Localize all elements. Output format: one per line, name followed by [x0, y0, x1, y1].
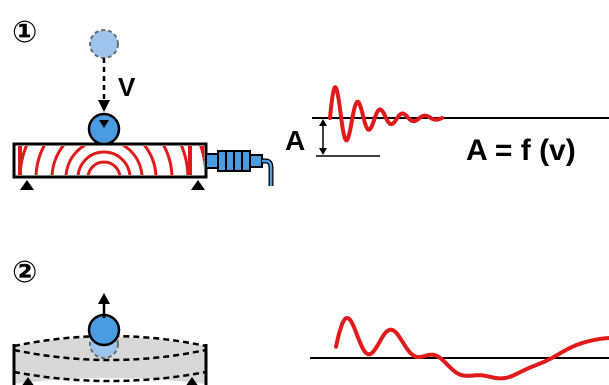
ball-impact	[87, 112, 121, 146]
signal-1-waveform	[328, 85, 444, 143]
step-1-panel: ① V	[12, 15, 609, 190]
beam-deflected	[14, 337, 206, 384]
stress-waves	[18, 146, 204, 175]
support-right-icon	[191, 180, 205, 190]
amplitude-label: A	[285, 125, 305, 156]
beam-deflection-upper	[13, 334, 207, 348]
beam-deflection-lower	[13, 370, 207, 383]
amplitude-arrow-up	[319, 119, 327, 126]
signal-2-waveform	[334, 316, 609, 381]
amplitude-arrow-down	[319, 148, 327, 155]
sensor-connector-icon	[205, 150, 274, 186]
beam-deflection-middle	[13, 348, 207, 362]
ball-rebound	[87, 313, 121, 347]
support-left-2-icon	[22, 377, 34, 385]
step-2-panel: ②	[12, 255, 609, 385]
step-2-marker: ②	[12, 255, 37, 290]
wave-ring-2	[76, 150, 132, 175]
support-right-2-icon	[186, 377, 198, 385]
support-left-icon	[20, 180, 34, 190]
velocity-label: V	[118, 72, 136, 102]
formula-label: A = f (v)	[466, 134, 576, 167]
fall-arrow-head	[98, 100, 110, 112]
rebound-arrow-head	[98, 293, 110, 304]
step-1-marker: ①	[12, 15, 37, 50]
wave-ring-1	[86, 160, 122, 175]
ball-start-ghost	[89, 29, 119, 59]
ball-arrow-head	[99, 120, 109, 128]
